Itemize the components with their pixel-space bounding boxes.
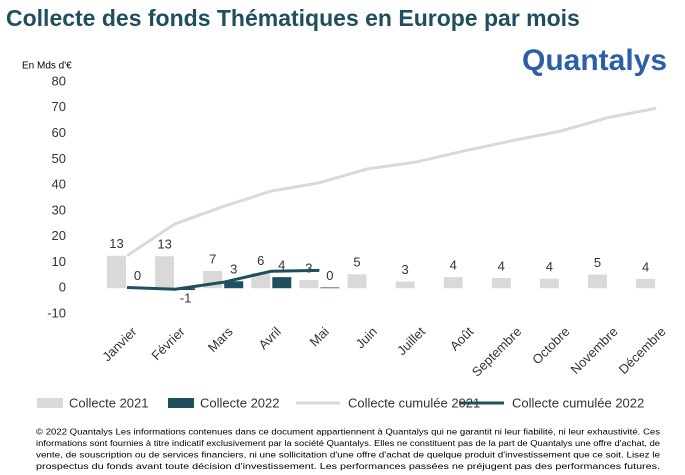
data-label: 13	[157, 237, 171, 252]
footnote: © 2022 Quantalys Les informations conten…	[36, 426, 660, 436]
y-axis-label: En Mds d'€	[22, 61, 72, 72]
legend-label: Collecte cumulée 2022	[512, 395, 644, 410]
x-tick-label: Août	[447, 324, 477, 354]
footnote: prospectus du fonds avant toute décision…	[36, 461, 660, 471]
y-tick-label: 0	[59, 280, 66, 295]
bar	[272, 277, 292, 289]
data-label: -1	[180, 291, 192, 306]
data-label: 4	[546, 259, 553, 274]
footnote: vente, de souscription ou de services fi…	[36, 449, 660, 459]
y-tick-label: 30	[52, 202, 66, 217]
y-tick-label: 50	[52, 151, 66, 166]
data-label: 0	[326, 268, 333, 283]
bar	[636, 278, 656, 289]
legend-label: Collecte 2022	[200, 395, 280, 410]
bar	[443, 277, 463, 289]
x-tick-label: Avril	[256, 324, 284, 352]
data-label: 4	[278, 258, 285, 273]
x-tick-label: Novembre	[568, 324, 621, 377]
x-tick-label: Février	[148, 323, 188, 363]
bar	[395, 281, 415, 289]
line	[126, 106, 657, 257]
chart-title: Collecte des fonds Thématiques en Europe…	[6, 5, 580, 31]
x-tick-label: Septembre	[469, 324, 525, 380]
legend-label: Collecte 2021	[69, 395, 149, 410]
y-tick-label: 40	[52, 177, 66, 192]
x-tick-label: Janvier	[99, 323, 140, 364]
y-tick-label: 10	[52, 254, 66, 269]
x-tick-label: Mars	[205, 324, 236, 355]
y-tick-label: 60	[52, 125, 66, 140]
bar	[107, 255, 126, 289]
bar	[155, 256, 175, 289]
data-label: 4	[450, 258, 457, 273]
y-tick-label: 20	[52, 228, 66, 243]
bar	[491, 277, 511, 289]
y-tick-label: 70	[52, 99, 66, 114]
data-label: 13	[109, 236, 123, 251]
bar	[224, 281, 244, 289]
data-label: 4	[498, 258, 505, 273]
bar	[347, 274, 367, 289]
y-tick-label: 80	[52, 73, 66, 88]
x-tick-label: Décembre	[616, 324, 669, 377]
data-label: 5	[353, 255, 360, 270]
data-label: 6	[257, 253, 264, 268]
footnote: informations sont fournies à titre indic…	[36, 438, 660, 448]
data-label: 4	[642, 259, 649, 274]
y-tick-label: -10	[47, 305, 66, 320]
x-tick-label: Juillet	[394, 324, 428, 358]
data-label: 0	[134, 268, 141, 283]
x-tick-label: Octobre	[529, 324, 572, 367]
data-label: 7	[209, 251, 216, 266]
x-tick-label: Mai	[307, 324, 332, 349]
data-label: 3	[230, 262, 237, 277]
data-label: 5	[594, 255, 601, 270]
line	[126, 268, 320, 291]
data-label: 3	[305, 260, 312, 275]
legend-swatch	[168, 398, 194, 408]
legend-label: Collecte cumulée 2021	[348, 395, 480, 410]
bar	[588, 274, 607, 289]
legend-swatch	[37, 398, 63, 408]
x-tick-label: Juin	[353, 324, 380, 351]
data-label: 3	[401, 262, 408, 277]
bar	[299, 279, 319, 289]
bar	[320, 287, 340, 289]
bar	[539, 278, 559, 289]
bar	[251, 272, 271, 289]
logo: Quantalys	[522, 44, 667, 77]
